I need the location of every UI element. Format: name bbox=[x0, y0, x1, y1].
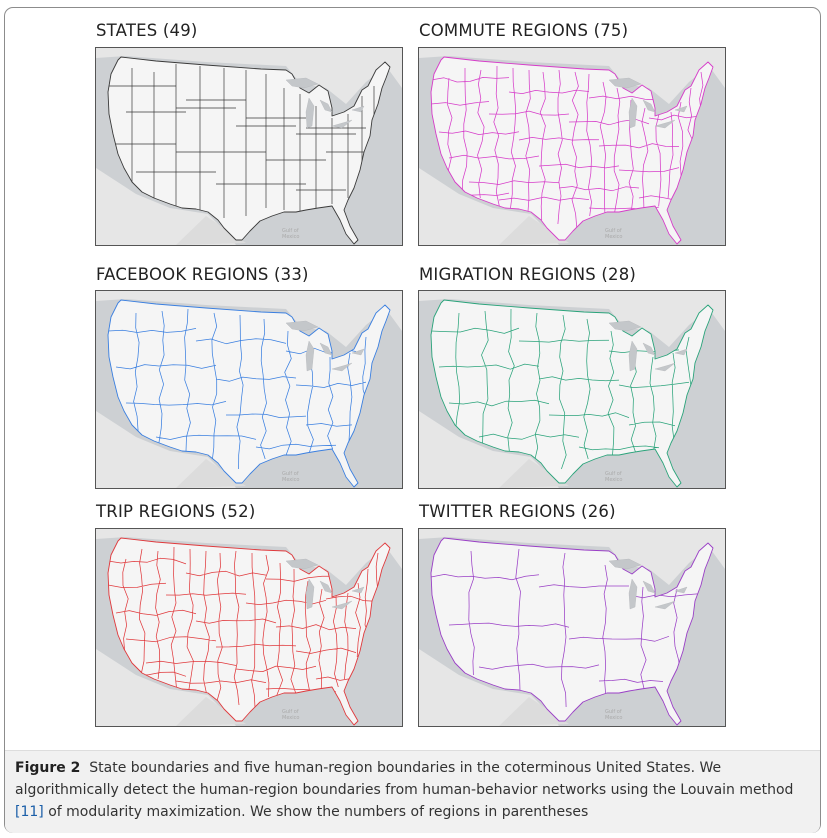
gulf-label: Mexico bbox=[605, 234, 622, 240]
gulf-label: Gulf of bbox=[282, 228, 299, 234]
great-lake bbox=[351, 105, 365, 113]
region-boundaries bbox=[108, 64, 376, 218]
gulf-label: Mexico bbox=[282, 234, 299, 240]
great-lake bbox=[608, 558, 642, 570]
panel-title-trip: TRIP REGIONS (52) bbox=[96, 502, 256, 521]
mexico-land-south bbox=[176, 459, 246, 488]
region-boundaries bbox=[108, 308, 368, 470]
great-lake bbox=[608, 77, 642, 89]
caption-text-2: of modularity maximization. We show the … bbox=[43, 804, 589, 820]
panel-title-facebook: FACEBOOK REGIONS (33) bbox=[96, 265, 309, 284]
mexico-land-south bbox=[499, 459, 569, 488]
great-lake bbox=[642, 580, 656, 594]
canada-land bbox=[419, 291, 725, 347]
great-lake bbox=[331, 119, 353, 129]
great-lake bbox=[608, 320, 642, 332]
great-lake bbox=[351, 348, 365, 356]
reference-link[interactable]: [11] bbox=[15, 804, 44, 820]
gulf-label: Gulf of bbox=[605, 471, 622, 477]
region-boundaries bbox=[431, 308, 692, 470]
map-migration: Gulf of Mexico bbox=[418, 290, 726, 489]
map-states: Gulf of Mexico bbox=[95, 47, 403, 246]
great-lake bbox=[285, 320, 319, 332]
great-lake bbox=[674, 105, 688, 113]
gulf-label: Mexico bbox=[282, 477, 299, 483]
great-lake bbox=[285, 558, 319, 570]
canada-land bbox=[96, 48, 402, 104]
great-lake bbox=[628, 97, 638, 129]
great-lake bbox=[305, 340, 315, 372]
caption-background bbox=[5, 750, 820, 833]
great-lake bbox=[654, 119, 676, 129]
canada-land bbox=[96, 529, 402, 585]
us-outline bbox=[430, 299, 714, 488]
mexico-land-south bbox=[176, 697, 246, 726]
great-lake bbox=[654, 600, 676, 610]
great-lake bbox=[285, 77, 319, 89]
region-boundaries bbox=[108, 546, 379, 710]
canada-land bbox=[96, 291, 402, 347]
mexico-land-south bbox=[499, 697, 569, 726]
great-lake bbox=[654, 362, 676, 372]
great-lake bbox=[331, 362, 353, 372]
great-lake bbox=[319, 580, 333, 594]
great-lake bbox=[319, 99, 333, 113]
gulf-label: Gulf of bbox=[282, 471, 299, 477]
great-lake bbox=[628, 340, 638, 372]
great-lake bbox=[642, 342, 656, 356]
mexico-land-south bbox=[499, 216, 569, 245]
gulf-label: Mexico bbox=[605, 715, 622, 721]
panel-title-states: STATES (49) bbox=[96, 21, 198, 40]
figure-caption: Figure 2 State boundaries and five human… bbox=[15, 757, 805, 823]
canada-land bbox=[419, 48, 725, 104]
caption-text-1: State boundaries and five human-region b… bbox=[15, 760, 794, 798]
map-facebook: Gulf of Mexico bbox=[95, 290, 403, 489]
panel-title-twitter: TWITTER REGIONS (26) bbox=[419, 502, 616, 521]
gulf-label: Gulf of bbox=[605, 228, 622, 234]
us-outline bbox=[107, 56, 391, 245]
region-boundaries bbox=[431, 65, 704, 229]
map-trip: Gulf of Mexico bbox=[95, 528, 403, 727]
map-commute: Gulf of Mexico bbox=[418, 47, 726, 246]
great-lake bbox=[305, 97, 315, 129]
figure-label: Figure 2 bbox=[15, 760, 81, 776]
canada-land bbox=[419, 529, 725, 585]
gulf-label: Mexico bbox=[605, 477, 622, 483]
us-outline bbox=[430, 537, 714, 726]
panel-title-commute: COMMUTE REGIONS (75) bbox=[419, 21, 629, 40]
gulf-label: Mexico bbox=[282, 715, 299, 721]
great-lake bbox=[319, 342, 333, 356]
gulf-label: Gulf of bbox=[282, 709, 299, 715]
mexico-land-south bbox=[176, 216, 246, 245]
region-boundaries bbox=[431, 548, 700, 708]
us-outline bbox=[107, 299, 391, 488]
map-twitter: Gulf of Mexico bbox=[418, 528, 726, 727]
great-lake bbox=[351, 586, 365, 594]
panel-title-migration: MIGRATION REGIONS (28) bbox=[419, 265, 637, 284]
great-lake bbox=[305, 578, 315, 610]
great-lake bbox=[628, 578, 638, 610]
great-lake bbox=[674, 586, 688, 594]
gulf-label: Gulf of bbox=[605, 709, 622, 715]
great-lake bbox=[331, 600, 353, 610]
great-lake bbox=[642, 99, 656, 113]
great-lake bbox=[674, 348, 688, 356]
